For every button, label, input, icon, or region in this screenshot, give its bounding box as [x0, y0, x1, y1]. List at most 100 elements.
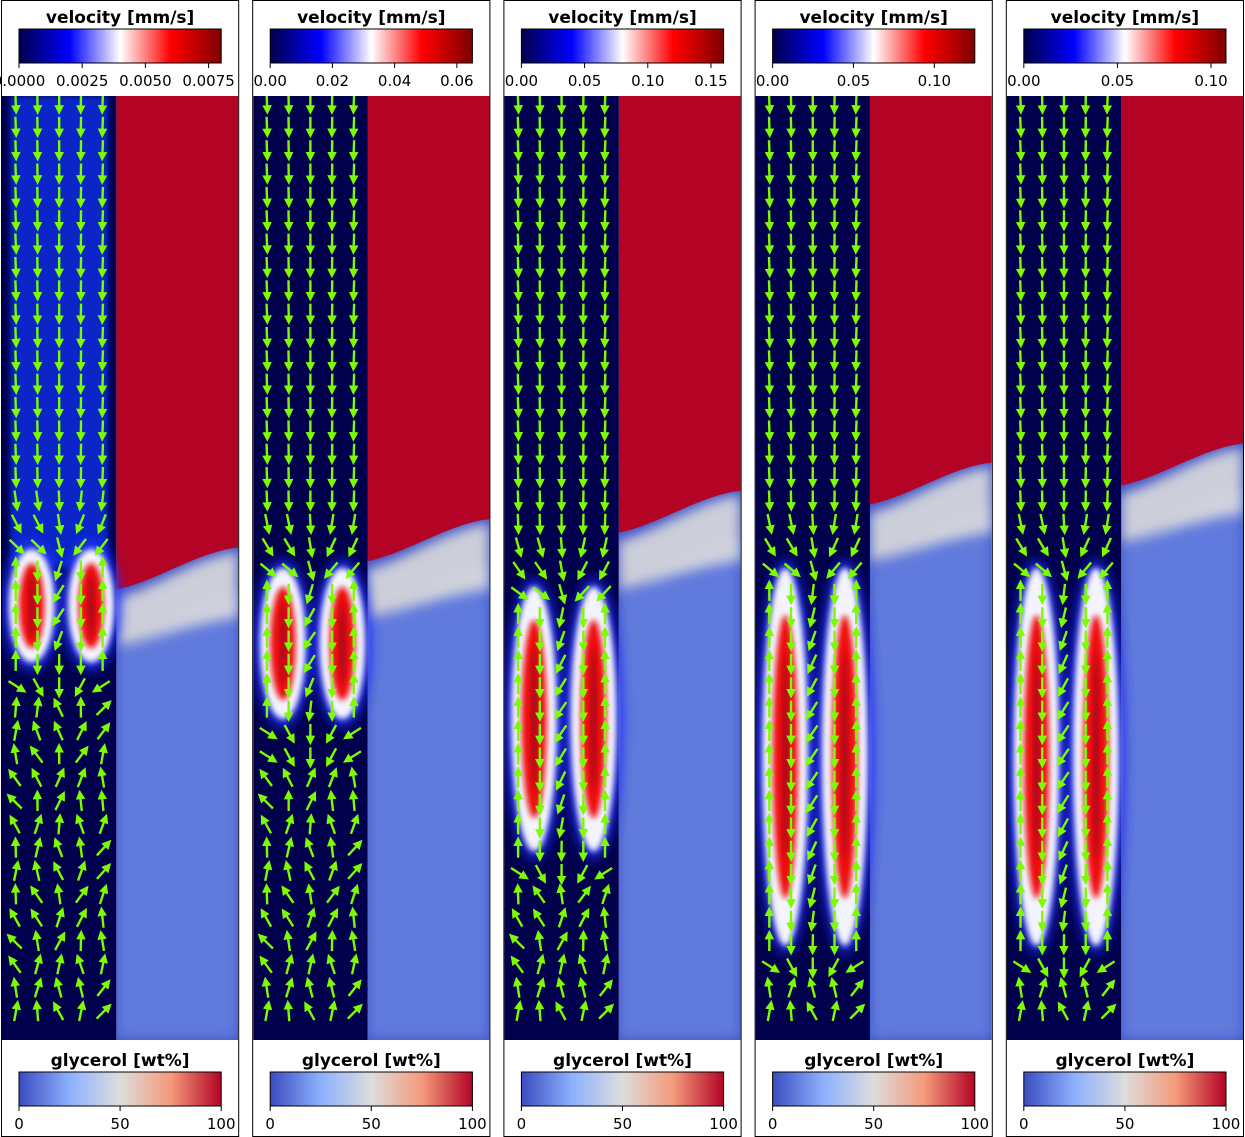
panel-2: velocity [mm/s] 0.00 0.02 0.04 0.06 glycerol … [252, 0, 491, 1137]
velocity-arrow [850, 513, 861, 535]
velocity-arrow [262, 326, 272, 349]
velocity-arrow [578, 907, 590, 928]
velocity-arrow [97, 443, 108, 466]
velocity-arrow [1015, 350, 1026, 372]
velocity-tick-label: 0.04 [378, 72, 411, 90]
velocity-arrow [1038, 513, 1048, 535]
velocity-arrow [787, 977, 797, 998]
velocity-arrow [1015, 326, 1026, 349]
velocity-arrow [97, 420, 108, 442]
panel-3: velocity [mm/s] 0.00 0.05 0.10 0.15 glycerol … [503, 0, 742, 1137]
velocity-arrow [55, 953, 65, 975]
velocity-arrow [347, 863, 363, 880]
velocity-arrow [74, 885, 89, 904]
velocity-arrow [513, 210, 524, 232]
velocity-arrow [805, 748, 819, 767]
velocity-arrow [54, 931, 66, 951]
velocity-arrow [76, 720, 87, 741]
velocity-arrow [304, 677, 315, 698]
velocity-arrow [598, 1003, 615, 1020]
velocity-arrow [348, 397, 359, 419]
velocity-arrow [97, 116, 108, 139]
vortex-center [590, 646, 597, 792]
glycerol-mixing-band [1121, 488, 1243, 1040]
velocity-arrow [513, 883, 523, 905]
velocity-arrow [600, 350, 610, 372]
velocity-arrow [805, 724, 819, 744]
velocity-arrow [1058, 976, 1068, 998]
velocity-arrow [534, 864, 546, 884]
velocity-arrow [1015, 976, 1025, 998]
vortex-center [88, 574, 94, 637]
velocity-arrow [53, 697, 64, 718]
velocity-arrow [11, 186, 21, 209]
velocity-arrow [764, 210, 775, 232]
velocity-arrow [55, 537, 65, 559]
velocity-arrow [1015, 140, 1026, 162]
velocity-arrow [30, 885, 44, 904]
velocity-arrow [1096, 960, 1116, 973]
velocity-arrow [261, 976, 272, 998]
velocity-arrow [262, 350, 272, 372]
velocity-arrow [11, 467, 21, 489]
velocity-arrow [786, 999, 796, 1022]
velocity-arrow [513, 350, 524, 372]
velocity-arrow [74, 677, 87, 698]
velocity-arrows [6, 96, 112, 1022]
velocity-arrow [284, 977, 295, 998]
velocity-arrow [10, 976, 20, 998]
velocity-arrow [32, 514, 44, 534]
velocity-arrow [262, 96, 272, 115]
velocity-arrow [783, 562, 801, 578]
velocity-arrow [262, 883, 272, 905]
velocity-arrow [10, 743, 20, 765]
velocity-arrow [557, 907, 568, 928]
velocity-arrow [259, 955, 273, 974]
velocity-arrow [283, 747, 295, 768]
velocity-arrow [30, 538, 47, 555]
velocity-arrow [807, 654, 818, 675]
velocity-arrow [33, 977, 43, 998]
velocity-arrow [513, 373, 524, 396]
velocity-arrow [557, 953, 567, 975]
velocity-arrow [97, 303, 108, 325]
velocity-arrow [1102, 513, 1112, 535]
glycerol-tick-label: 0 [265, 1115, 275, 1133]
glycerol-tick-label: 0 [14, 1115, 24, 1133]
velocity-arrow [849, 1003, 866, 1020]
velocity-arrow [76, 767, 87, 788]
velocity-arrow [259, 750, 278, 763]
velocity-tick-label: 0.10 [1194, 72, 1227, 90]
vortex-center [28, 574, 35, 637]
velocity-arrow [53, 861, 65, 881]
velocity-arrow [262, 233, 272, 255]
velocity-arrow [514, 537, 524, 559]
velocity-arrow [1102, 420, 1113, 442]
velocity-arrow [600, 326, 610, 349]
velocity-arrow [555, 794, 566, 815]
velocity-arrow [1102, 210, 1113, 232]
velocity-arrow [762, 562, 780, 578]
velocity-arrow [75, 836, 86, 858]
velocity-arrow [829, 976, 839, 998]
velocity-arrow [1059, 513, 1069, 536]
velocity-arrow [303, 631, 317, 650]
velocity-arrow [556, 931, 568, 951]
velocity-arrow [97, 906, 108, 928]
velocity-arrow [306, 560, 316, 582]
velocity-arrow [828, 537, 840, 558]
velocity-arrow [1016, 1000, 1026, 1022]
velocity-arrow [348, 303, 359, 325]
velocity-arrow [1057, 817, 1070, 838]
velocity-arrow [1058, 887, 1068, 909]
velocity-arrow [600, 140, 610, 162]
velocity-colorbar-title: velocity [mm/s] [46, 8, 194, 28]
velocity-arrow [600, 467, 610, 489]
velocity-arrow [323, 561, 339, 579]
vortex-center [782, 652, 789, 861]
velocity-arrow [1057, 677, 1070, 698]
velocity-arrow [54, 490, 65, 512]
velocity-arrow [53, 630, 64, 652]
velocity-arrow [1102, 490, 1113, 512]
velocity-arrows [761, 96, 866, 1022]
